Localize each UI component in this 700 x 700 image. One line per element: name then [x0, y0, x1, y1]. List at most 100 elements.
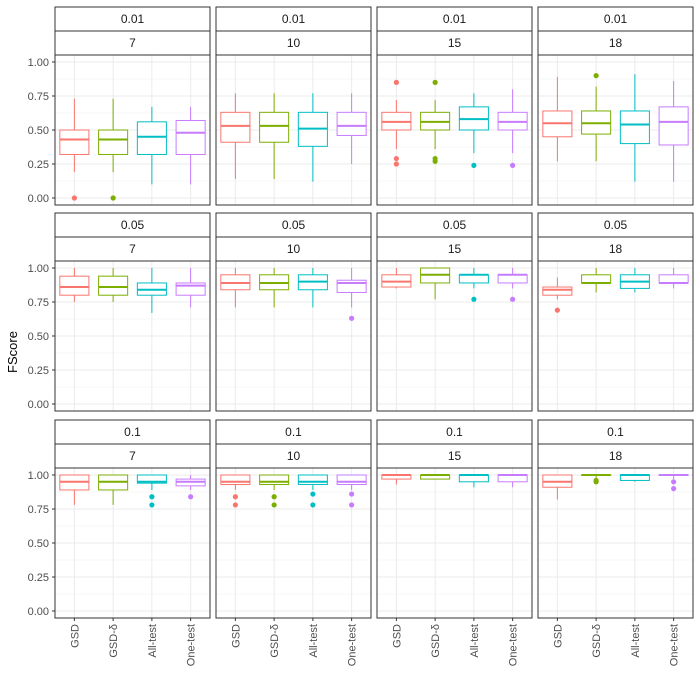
box-iqr — [220, 111, 251, 143]
strip-label-size: 10 — [287, 449, 301, 463]
box-iqr — [458, 474, 489, 483]
boxplot-gsd- — [420, 267, 451, 300]
box-iqr — [542, 286, 573, 296]
outlier-point — [432, 79, 438, 85]
outlier-point — [110, 195, 116, 201]
boxplot-one-test — [175, 106, 206, 185]
outlier-point — [310, 502, 316, 508]
panel-border — [376, 467, 533, 619]
x-tick-label: GSD-δ — [108, 624, 120, 658]
panel-border — [376, 260, 533, 412]
box-iqr — [136, 474, 167, 484]
outlier-point — [349, 491, 355, 497]
boxplot-gsd- — [98, 474, 129, 505]
boxplot-gsd — [220, 93, 251, 179]
strip-label-threshold: 0.01 — [282, 12, 306, 26]
strip-label-size: 7 — [129, 242, 136, 256]
outlier-point — [232, 494, 238, 500]
x-tick-label: All-test — [308, 624, 320, 658]
x-tick-label: GSD-δ — [591, 624, 603, 658]
boxplot-one-test — [658, 81, 689, 182]
box-iqr — [59, 129, 90, 155]
box-iqr — [59, 275, 90, 296]
strip-bottom — [215, 443, 372, 469]
x-tick-label: One-test — [347, 624, 359, 666]
y-tick-label: 1.00 — [28, 470, 49, 482]
strip-top — [537, 6, 694, 32]
facet-panel: 0.1 7 0.00 0.25 0.50 0.75 1.00 GSD GSD-δ All-test… — [28, 419, 211, 666]
outlier-point — [593, 477, 599, 484]
outlier-point — [393, 161, 399, 167]
x-tick-label: One-test — [508, 624, 520, 666]
strip-label-size: 15 — [448, 36, 462, 50]
outlier-point — [393, 155, 399, 162]
facet-panel: 0.1 10 GSD GSD-δ All-test One-test — [215, 419, 372, 666]
boxplot-all-test — [297, 268, 328, 308]
boxplot-gsd- — [98, 268, 129, 302]
boxplot-gsd- — [259, 93, 290, 179]
y-tick-label: 0.50 — [28, 331, 49, 343]
box-iqr — [98, 129, 129, 155]
boxplot-gsd — [542, 277, 573, 313]
panel-border — [537, 260, 694, 412]
box-iqr — [497, 474, 528, 483]
strip-bottom — [537, 443, 694, 469]
boxplot-all-test — [458, 93, 489, 168]
box-iqr — [458, 274, 489, 284]
boxplot-gsd- — [259, 268, 290, 308]
y-tick-label: 0.50 — [28, 125, 49, 137]
outlier-point — [232, 502, 238, 508]
outlier-point — [349, 315, 355, 321]
x-tick-label: All-test — [147, 624, 159, 658]
boxplot-gsd — [381, 268, 412, 289]
panel-border — [537, 54, 694, 206]
strip-top — [54, 6, 211, 32]
box-iqr — [136, 121, 167, 155]
outlier-point — [188, 494, 194, 500]
box-iqr — [336, 474, 367, 486]
y-tick-label: 0.25 — [28, 159, 49, 171]
x-tick-label: All-test — [469, 624, 481, 658]
strip-label-threshold: 0.05 — [121, 218, 145, 232]
y-tick-label: 0.00 — [28, 193, 49, 205]
strip-bottom — [537, 30, 694, 56]
box-iqr — [259, 111, 290, 143]
boxplot-one-test — [497, 268, 528, 302]
strip-label-size: 10 — [287, 242, 301, 256]
strip-label-threshold: 0.1 — [124, 425, 141, 439]
x-tick-label: One-test — [669, 624, 681, 666]
outlier-point — [593, 73, 599, 79]
panel-border — [215, 467, 372, 619]
outlier-point — [471, 296, 477, 302]
y-axis-title: FScore — [5, 331, 20, 373]
x-tick-label: GSD — [230, 624, 242, 648]
facet-panel: 0.1 15 GSD GSD-δ All-test One-test — [376, 419, 533, 666]
boxplot-one-test — [336, 474, 367, 508]
facet-panel: 0.01 18 — [537, 6, 694, 206]
strip-label-threshold: 0.01 — [443, 12, 467, 26]
boxplot-gsd- — [420, 79, 451, 164]
y-tick-label: 0.75 — [28, 91, 49, 103]
strip-bottom — [54, 30, 211, 56]
box-iqr — [581, 274, 612, 284]
boxplot-gsd- — [420, 474, 451, 480]
x-tick-label: All-test — [630, 624, 642, 658]
box-iqr — [619, 110, 650, 145]
facet-panel: 0.1 18 GSD GSD-δ All-test One-test — [537, 419, 694, 666]
strip-label-size: 18 — [609, 242, 623, 256]
boxplot-all-test — [619, 474, 650, 482]
boxplot-all-test — [619, 268, 650, 293]
facet-panel: 0.01 15 — [376, 6, 533, 206]
boxplot-all-test — [458, 474, 489, 488]
outlier-point — [554, 307, 560, 313]
strip-top — [376, 6, 533, 32]
strip-label-size: 15 — [448, 449, 462, 463]
boxplot-gsd — [542, 76, 573, 162]
strip-label-threshold: 0.01 — [604, 12, 628, 26]
strip-label-threshold: 0.1 — [607, 425, 624, 439]
x-tick-label: GSD — [391, 624, 403, 648]
box-iqr — [98, 275, 129, 296]
boxplot-all-test — [136, 268, 167, 313]
strip-label-size: 7 — [129, 449, 136, 463]
